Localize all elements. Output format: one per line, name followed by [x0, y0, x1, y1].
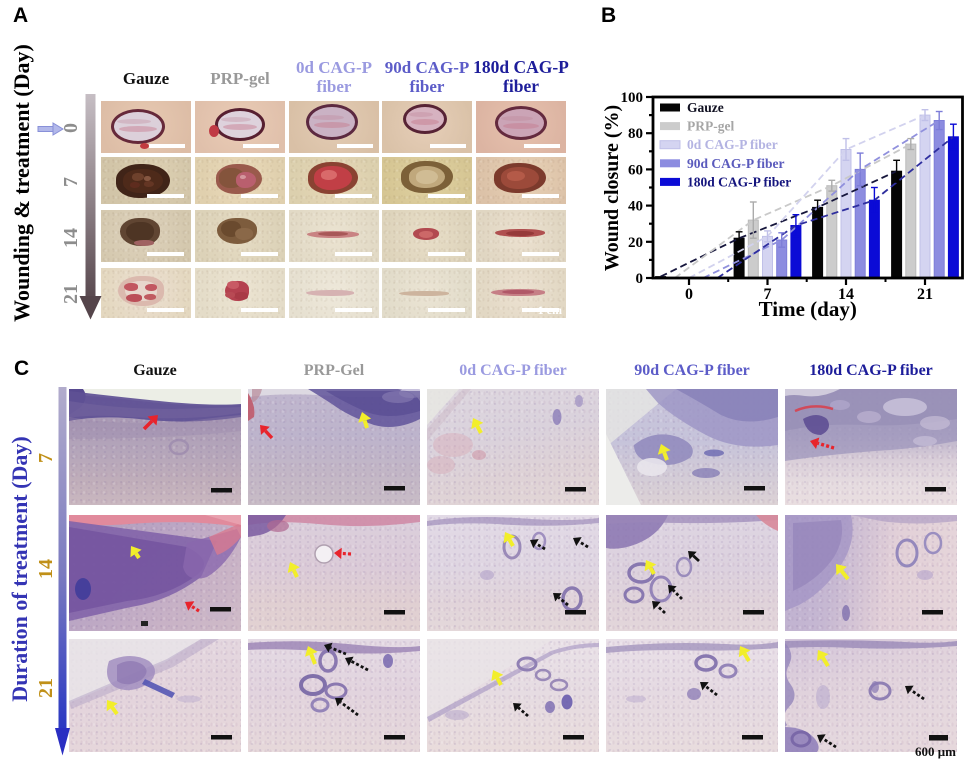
svg-text:14: 14 — [838, 286, 854, 303]
svg-text:60: 60 — [628, 162, 643, 178]
svg-text:80: 80 — [628, 126, 643, 142]
svg-text:0: 0 — [636, 271, 644, 287]
svg-text:180d CAG-P fiber: 180d CAG-P fiber — [687, 174, 791, 189]
svg-text:21: 21 — [917, 286, 933, 303]
svg-text:Gauze: Gauze — [687, 100, 724, 115]
svg-text:40: 40 — [628, 199, 643, 215]
svg-text:Time (day): Time (day) — [759, 297, 857, 321]
svg-text:Wound closure (%): Wound closure (%) — [601, 105, 623, 271]
svg-text:20: 20 — [628, 235, 643, 251]
svg-text:7: 7 — [764, 286, 772, 303]
svg-text:90d CAG-P fiber: 90d CAG-P fiber — [687, 156, 785, 171]
svg-text:0d CAG-P fiber: 0d CAG-P fiber — [687, 137, 778, 152]
svg-text:0: 0 — [685, 286, 693, 303]
svg-text:100: 100 — [621, 90, 644, 106]
svg-text:PRP-gel: PRP-gel — [687, 119, 734, 134]
